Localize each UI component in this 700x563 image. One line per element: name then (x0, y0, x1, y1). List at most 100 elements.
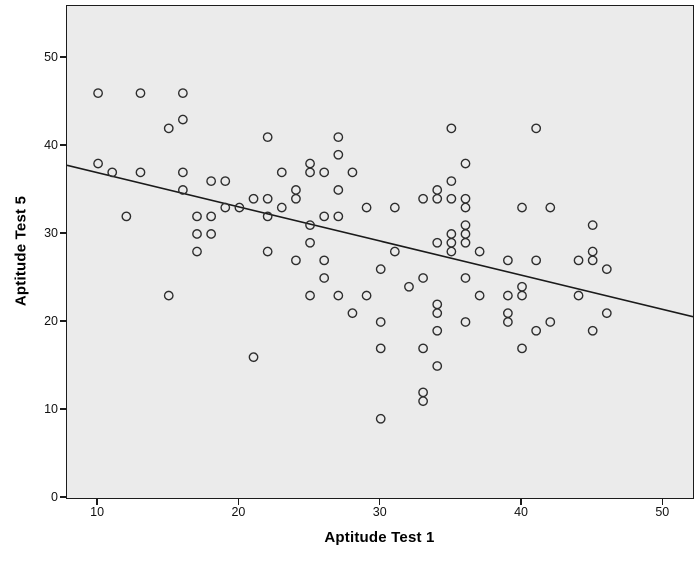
scatter-layer (67, 88, 693, 424)
y-tick-label: 30 (44, 225, 58, 240)
scatter-point (502, 308, 513, 319)
scatter-point (531, 123, 542, 134)
scatter-point (531, 255, 542, 266)
scatter-point (305, 290, 315, 301)
scatter-point (460, 229, 471, 239)
scatter-point (587, 255, 598, 266)
scatter-point (333, 290, 344, 301)
scatter-point (177, 88, 188, 99)
scatter-point (333, 185, 344, 195)
scatter-point (276, 202, 287, 213)
scatter-point (404, 281, 414, 292)
scatter-point (163, 123, 174, 134)
scatter-point (276, 167, 287, 178)
scatter-point (375, 343, 386, 354)
x-tick-mark (520, 498, 522, 505)
scatter-point (460, 317, 471, 327)
scatter-point (432, 185, 443, 195)
scatter-point (93, 88, 103, 99)
scatter-point (375, 317, 386, 327)
scatter-point (177, 114, 188, 125)
scatter-point (347, 308, 358, 319)
y-tick-label: 20 (44, 313, 58, 328)
scatter-point (361, 202, 372, 213)
scatter-point (319, 167, 330, 178)
scatter-point (121, 211, 132, 222)
scatter-point (333, 132, 344, 143)
scatter-point (177, 185, 188, 195)
scatter-point (446, 123, 457, 134)
x-tick-mark (96, 498, 98, 505)
y-tick-mark (60, 408, 66, 410)
x-tick-mark (378, 498, 381, 505)
scatter-point (192, 229, 202, 239)
y-tick-mark (60, 320, 66, 322)
scatter-point (291, 193, 301, 204)
fit-line (67, 164, 693, 318)
scatter-point (432, 308, 443, 319)
scatter-point (474, 246, 485, 257)
scatter-point (502, 255, 513, 266)
scatter-point (135, 88, 146, 99)
x-tick-mark (661, 498, 664, 505)
scatter-point (107, 167, 118, 178)
scatter-point (446, 176, 457, 187)
scatter-point (262, 132, 273, 143)
scatter-point (305, 158, 315, 169)
scatter-point (220, 202, 231, 213)
scatter-point (517, 202, 527, 213)
scatter-point (333, 149, 344, 160)
scatter-point (206, 229, 217, 239)
scatter-point (305, 220, 315, 231)
scatter-point (587, 246, 598, 257)
scatter-point (460, 202, 471, 213)
y-tick-mark (60, 144, 66, 146)
scatter-point (502, 317, 513, 327)
scatter-point (319, 273, 330, 283)
scatter-point (432, 237, 443, 248)
scatter-point (432, 325, 443, 336)
x-tick-label: 20 (231, 505, 246, 519)
scatter-point (460, 220, 471, 231)
scatter-point (418, 343, 428, 354)
scatter-point (474, 290, 485, 301)
x-tick-label: 40 (514, 505, 528, 519)
scatter-point (305, 167, 315, 178)
scatter-point (389, 246, 400, 257)
scatter-point (333, 211, 344, 222)
scatter-point (545, 317, 556, 327)
scatter-point (517, 343, 527, 354)
scatter-point (192, 211, 202, 222)
plot-area (66, 5, 694, 499)
x-tick-label: 30 (372, 505, 387, 519)
x-tick-label: 50 (655, 505, 670, 519)
scatter-point (319, 211, 330, 222)
scatter-point (517, 281, 527, 292)
scatter-point (220, 176, 231, 187)
scatter-point (446, 193, 457, 204)
y-tick-mark (60, 56, 66, 58)
scatter-point (291, 255, 301, 266)
scatter-point (460, 273, 471, 283)
scatter-point (418, 387, 428, 398)
scatter-point (192, 246, 202, 257)
scatter-point (587, 325, 598, 336)
scatter-point (262, 246, 273, 257)
scatter-point (432, 193, 443, 204)
scatter-point (206, 176, 217, 187)
scatter-point (502, 290, 513, 301)
scatter-point (587, 220, 598, 231)
scatter-point (601, 264, 612, 275)
y-tick-mark (60, 232, 66, 234)
scatter-point (545, 202, 556, 213)
scatter-point (389, 202, 400, 213)
scatter-point (573, 290, 584, 301)
scatter-point (446, 246, 457, 257)
scatter-point (248, 193, 259, 204)
scatter-point (375, 264, 386, 275)
y-tick-label: 50 (44, 49, 58, 64)
scatter-point (446, 229, 457, 239)
scatter-point (177, 167, 188, 178)
scatter-point (375, 413, 386, 424)
scatter-point (418, 193, 428, 204)
